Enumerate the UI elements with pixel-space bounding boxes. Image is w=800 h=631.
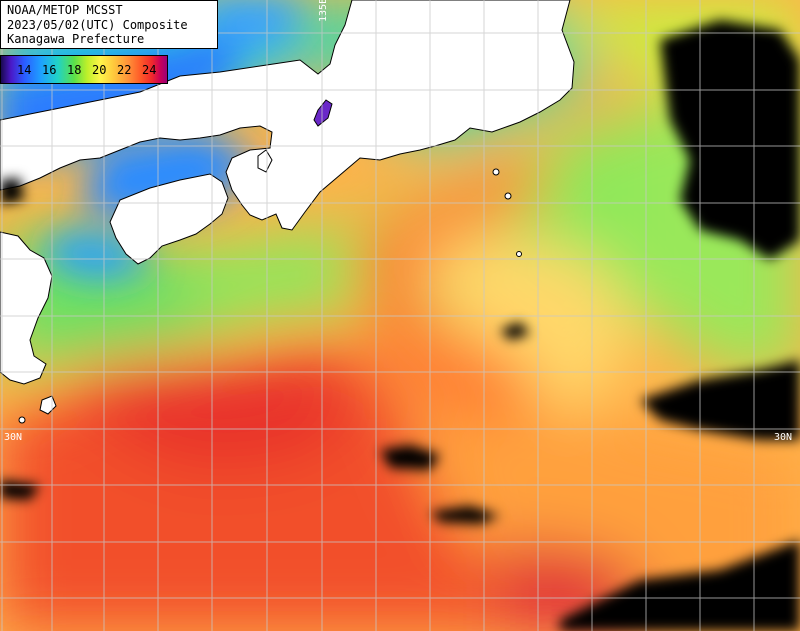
cloud-northeast	[660, 20, 800, 260]
lat-label-left: 30N	[4, 432, 23, 443]
land-izu-oshima	[492, 168, 500, 176]
title-source: NOAA/METOP MCSST	[7, 3, 123, 17]
title-region: Kanagawa Prefecture	[7, 32, 145, 46]
cloud-south-patch	[430, 506, 500, 524]
cloud-east	[640, 360, 800, 440]
land-hachijojima	[516, 251, 522, 257]
cloud-west	[0, 178, 24, 205]
land-izu-niijima	[504, 192, 512, 200]
cloud-cover	[0, 20, 800, 631]
land-kyushu	[0, 231, 53, 385]
lon-label-top: 135E	[318, 0, 329, 22]
cloud-south-center	[380, 445, 440, 470]
land-awaji	[257, 149, 273, 173]
cloud-soft	[0, 20, 800, 631]
cloud-center-patch	[500, 322, 530, 340]
temperature-legend: 14 16 18 20 22 24	[0, 55, 168, 84]
sst-hottest-west	[80, 360, 360, 470]
cloud-southeast	[560, 540, 800, 631]
legend-label-20: 20	[92, 63, 107, 77]
legend-label-16: 16	[42, 63, 57, 77]
legend-label-18: 18	[67, 63, 82, 77]
lat-label-right: 30N	[774, 432, 793, 443]
legend-label-14: 14	[17, 63, 32, 77]
sst-blue-north	[200, 0, 300, 50]
lake-biwa	[313, 99, 333, 127]
legend-label-24: 24	[142, 63, 157, 77]
legend-label-22: 22	[117, 63, 132, 77]
land-yakushima	[18, 416, 26, 424]
sst-kuroshio-tongue	[350, 160, 560, 430]
map-title-box: NOAA/METOP MCSST 2023/05/02(UTC) Composi…	[0, 0, 218, 49]
title-date: 2023/05/02(UTC) Composite	[7, 17, 188, 32]
land-shikoku	[109, 173, 229, 265]
